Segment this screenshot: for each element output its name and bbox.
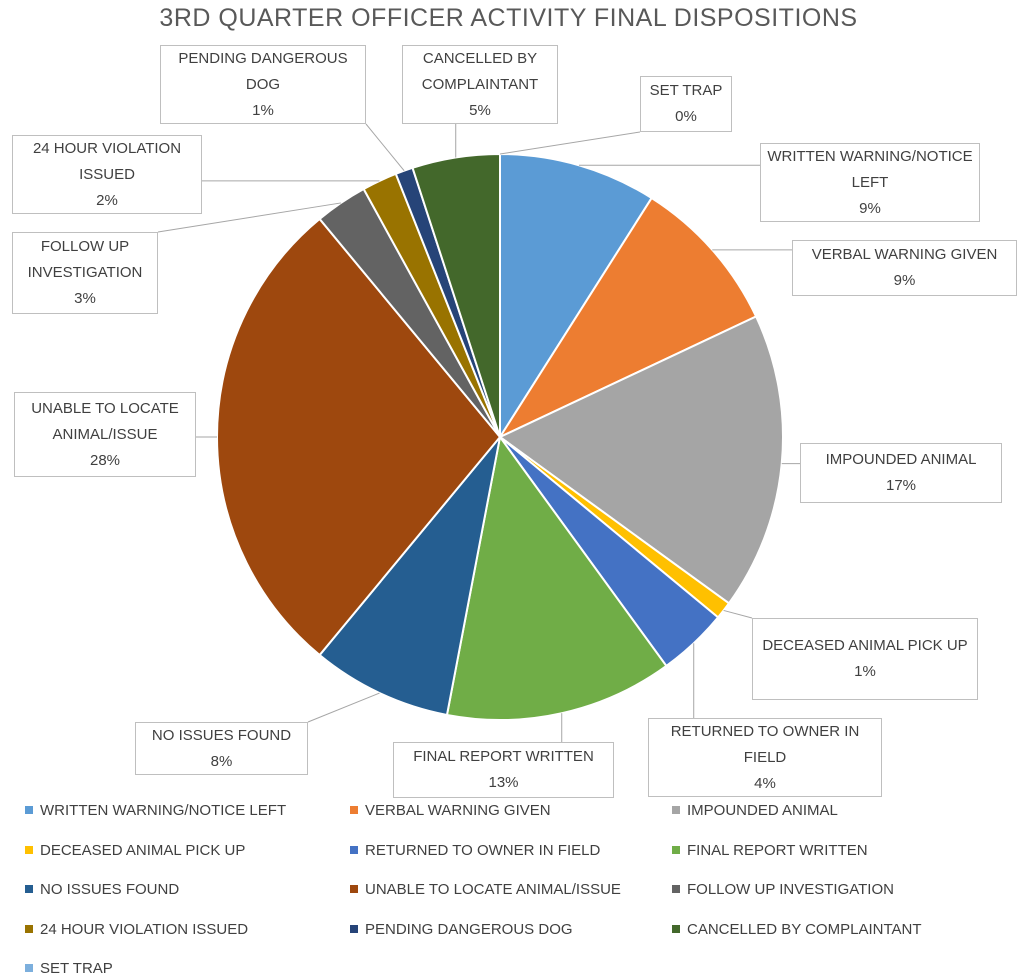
legend-label: FINAL REPORT WRITTEN [687,841,868,859]
legend-swatch [25,806,33,815]
legend-label: CANCELLED BY COMPLAINTANT [687,920,922,938]
legend-swatch [672,885,680,894]
legend-item: UNABLE TO LOCATE ANIMAL/ISSUE [350,881,621,898]
data-label: DECEASED ANIMAL PICK UP 1% [752,618,978,700]
legend-item: SET TRAP [25,960,113,977]
legend-label: DECEASED ANIMAL PICK UP [40,841,246,859]
legend-item: CANCELLED BY COMPLAINTANT [672,921,922,938]
legend-label: NO ISSUES FOUND [40,881,180,898]
legend-swatch [350,806,358,815]
data-label-category: NO ISSUES FOUND [151,726,292,744]
legend-swatch [350,924,358,933]
legend-swatch [25,924,33,933]
pie-slice [497,196,758,440]
data-label-value: 9% [859,199,881,217]
legend-swatch [350,885,358,894]
legend-label: 24 HOUR VIOLATION ISSUED [40,920,249,938]
legend-item: PENDING DANGEROUS DOG [350,921,573,938]
data-label: VERBAL WARNING GIVEN 9% [792,240,1017,296]
data-label-value: 3% [74,290,96,307]
pie-slice [216,217,502,657]
legend-swatch [25,964,33,973]
legend-label: IMPOUNDED ANIMAL [687,802,838,819]
legend-swatch [672,806,680,815]
data-label-value: 0% [675,108,697,125]
legend-item: VERBAL WARNING GIVEN [350,802,551,819]
data-label: 24 HOUR VIOLATION ISSUED 2% [12,135,202,214]
data-label: WRITTEN WARNING/NOTICE LEFT 9% [760,143,980,222]
leader-line [723,609,753,619]
data-label-value: 1% [252,101,274,119]
legend-label: WRITTEN WARNING/NOTICE LEFT [40,802,287,819]
data-label-category: PENDING DANGEROUS DOG [178,49,348,93]
leader-line [157,202,342,233]
chart-title: 3RD QUARTER OFFICER ACTIVITY FINAL DISPO… [159,4,858,32]
data-label-value: 2% [96,191,118,209]
leader-line [499,131,641,155]
legend-label: UNABLE TO LOCATE ANIMAL/ISSUE [365,881,621,898]
legend-label: PENDING DANGEROUS DOG [365,920,573,938]
data-label-category: FINAL REPORT WRITTEN [413,748,594,765]
data-label-category: RETURNED TO OWNER IN FIELD [670,722,860,766]
legend-label: SET TRAP [40,960,113,977]
legend-label: VERBAL WARNING GIVEN [365,802,551,819]
data-label: IMPOUNDED ANIMAL 17% [800,443,1002,503]
legend-label: FOLLOW UP INVESTIGATION [687,881,894,898]
legend-swatch [25,845,33,854]
legend-item: WRITTEN WARNING/NOTICE LEFT [25,802,286,819]
legend-item: FINAL REPORT WRITTEN [672,842,868,859]
legend-item: RETURNED TO OWNER IN FIELD [350,842,600,859]
legend-item: NO ISSUES FOUND [25,881,179,898]
legend-swatch [672,924,680,933]
data-label: RETURNED TO OWNER IN FIELD 4% [648,718,882,797]
data-label-value: 9% [893,272,916,289]
data-label: PENDING DANGEROUS DOG 1% [160,45,366,124]
data-label: UNABLE TO LOCATE ANIMAL/ISSUE 28% [14,392,196,477]
data-label-category: IMPOUNDED ANIMAL [825,451,977,468]
legend-label: RETURNED TO OWNER IN FIELD [365,841,601,859]
data-label-value: 28% [89,451,121,469]
data-label-category: 24 HOUR VIOLATION ISSUED [32,139,182,183]
data-label-value: 1% [854,663,876,680]
data-label-category: WRITTEN WARNING/NOTICE LEFT [767,147,973,191]
data-label-category: FOLLOW UP INVESTIGATION [27,238,143,281]
leader-line [365,123,405,172]
legend-swatch [350,845,358,854]
leader-line [307,692,380,723]
data-label: SET TRAP 0% [640,76,732,132]
data-label: FOLLOW UP INVESTIGATION 3% [12,232,158,314]
data-label-value: 4% [754,774,776,792]
data-label-value: 8% [210,752,233,770]
data-label-value: 17% [885,477,917,494]
data-label-category: UNABLE TO LOCATE ANIMAL/ISSUE [31,399,179,443]
data-label: NO ISSUES FOUND 8% [135,722,308,775]
data-label-value: 5% [469,101,491,119]
legend-swatch [672,845,680,854]
data-label-category: DECEASED ANIMAL PICK UP [762,637,968,654]
pie-slice [445,434,668,721]
data-label-value: 13% [488,774,519,791]
pie-slice [318,436,501,717]
legend-item: FOLLOW UP INVESTIGATION [672,881,894,898]
data-label-category: VERBAL WARNING GIVEN [811,246,998,263]
data-label: CANCELLED BY COMPLAINTANT 5% [402,45,558,124]
data-label-category: CANCELLED BY COMPLAINTANT [421,49,539,93]
legend-item: IMPOUNDED ANIMAL [672,802,838,819]
legend-swatch [25,885,33,894]
legend-item: 24 HOUR VIOLATION ISSUED [25,921,248,938]
data-label-category: SET TRAP [649,82,723,99]
data-label: FINAL REPORT WRITTEN 13% [393,742,614,798]
legend-item: DECEASED ANIMAL PICK UP [25,842,245,859]
